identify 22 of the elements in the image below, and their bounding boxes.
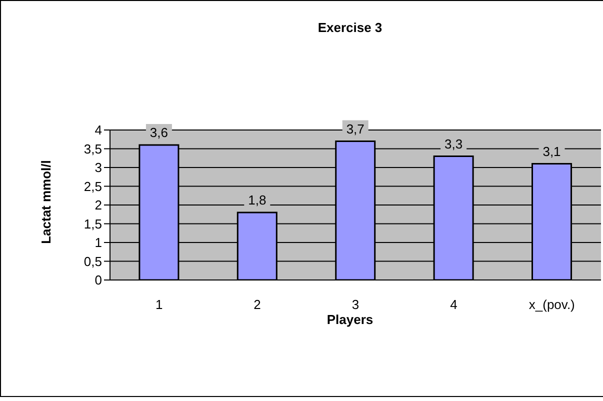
chart-title: Exercise 3 xyxy=(316,20,384,35)
x-tick-label: 3 xyxy=(352,297,360,312)
x-tick-label: 1 xyxy=(155,297,163,312)
data-label: 3,7 xyxy=(346,121,364,136)
data-label: 3,1 xyxy=(542,144,561,159)
y-tick-label: 1,5 xyxy=(84,216,102,232)
y-tick-label: 1 xyxy=(94,235,102,250)
x-tick-label: x_(pov.) xyxy=(528,297,575,312)
data-label: 1,8 xyxy=(248,192,266,208)
y-tick-label: 3,5 xyxy=(84,141,102,156)
x-axis-title: Players xyxy=(326,312,374,327)
y-tick-label: 4 xyxy=(94,122,102,138)
y-tick-label: 3 xyxy=(94,160,102,176)
x-tick-label: 4 xyxy=(450,297,458,312)
x-tick-label: 2 xyxy=(254,297,261,312)
data-label: 3,6 xyxy=(150,125,168,140)
y-tick-label: 2,5 xyxy=(84,178,102,194)
y-tick-label: 0 xyxy=(94,272,102,288)
y-axis-title: Lactat mmol/l xyxy=(38,160,54,244)
y-tick-label: 2 xyxy=(94,198,102,213)
data-label: 3,3 xyxy=(444,136,463,152)
y-tick-label: 0,5 xyxy=(84,254,102,269)
